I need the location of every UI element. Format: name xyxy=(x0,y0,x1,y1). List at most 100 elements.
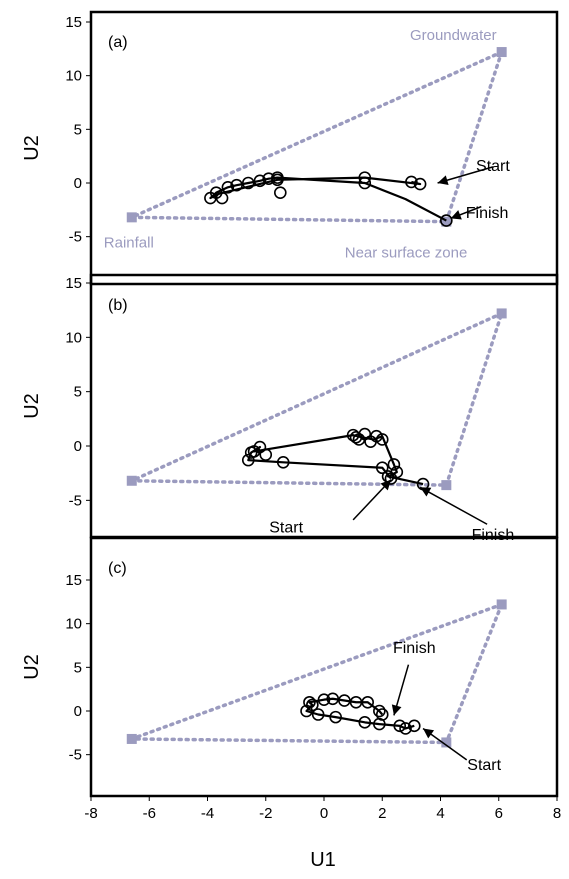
x-tick-label: -2 xyxy=(259,805,272,822)
annotation-arrow-head xyxy=(450,210,462,220)
data-point xyxy=(373,704,386,718)
annotation-label: Start xyxy=(269,520,303,537)
y-tick-label: 10 xyxy=(65,68,82,85)
x-tick-label: -6 xyxy=(143,805,156,822)
data-point xyxy=(306,698,319,712)
end-member-label: Groundwater xyxy=(410,27,497,44)
data-point xyxy=(262,172,275,186)
panel-b: -5 0 5 10 15 U2 (b) Start Finish xyxy=(21,273,559,544)
data-point xyxy=(276,455,290,469)
data-point xyxy=(407,719,421,733)
data-point xyxy=(303,695,316,709)
annotation-label: Finish xyxy=(472,527,515,544)
y-tick-label: 15 xyxy=(65,275,82,292)
y-axis-title: U2 xyxy=(21,135,43,161)
data-point xyxy=(349,431,363,444)
x-tick-label: 0 xyxy=(320,805,328,822)
data-point xyxy=(413,177,427,191)
annotation-label: Start xyxy=(467,757,501,774)
data-point xyxy=(375,708,389,721)
data-point xyxy=(358,716,372,729)
y-tick-label: 0 xyxy=(74,175,82,192)
data-point xyxy=(271,171,284,184)
panel-label: (c) xyxy=(108,560,127,577)
annotation-label: Start xyxy=(476,158,510,175)
data-point xyxy=(326,692,340,706)
y-tick-label: 10 xyxy=(65,329,82,346)
annotation-arrow-head xyxy=(380,479,391,491)
data-point xyxy=(361,695,374,709)
annotation-arrow-line xyxy=(419,486,488,525)
data-point xyxy=(311,708,325,721)
end-member-label: Rainfall xyxy=(104,234,154,251)
data-point xyxy=(399,722,412,735)
panel-c: -5 0 5 10 15 -8 -6 -4 -2 0 2 4 6 8 U2 (c) Finish Start xyxy=(21,536,561,822)
trace-line xyxy=(305,697,415,730)
data-point xyxy=(247,445,261,458)
data-point xyxy=(338,694,351,707)
x-tick-label: 2 xyxy=(378,805,386,822)
annotation-arrow-head xyxy=(437,175,449,186)
y-tick-label: 0 xyxy=(74,438,82,455)
x-tick-label: -8 xyxy=(84,805,97,822)
x-tick-label: 8 xyxy=(553,805,561,822)
plot-frame xyxy=(89,273,559,539)
x-tick-label: 4 xyxy=(436,805,444,822)
end-member-marker xyxy=(126,475,137,486)
end-member-marker xyxy=(496,599,507,610)
end-member-label: Near surface zone xyxy=(345,245,468,262)
panel-label: (b) xyxy=(108,297,128,314)
y-tick-label: 15 xyxy=(65,572,82,589)
trace-line xyxy=(209,176,447,222)
data-point xyxy=(405,175,418,189)
y-tick-label: 10 xyxy=(65,616,82,633)
end-member-marker xyxy=(441,480,452,491)
end-member-marker xyxy=(441,216,452,227)
data-point xyxy=(221,180,235,194)
panels: -5 0 5 10 15 U2 (a) Groundwater Rainfall Near sur… xyxy=(21,10,561,822)
y-tick-label: -5 xyxy=(69,747,82,764)
data-point xyxy=(358,171,372,184)
y-tick-label: 5 xyxy=(74,384,82,401)
annotation-label: Finish xyxy=(393,640,436,657)
y-tick-label: -5 xyxy=(69,229,82,246)
y-axis-title: U2 xyxy=(21,654,43,680)
annotation-arrow-head xyxy=(423,728,435,739)
x-tick-label: -4 xyxy=(201,805,214,822)
y-tick-label: 5 xyxy=(74,659,82,676)
data-point xyxy=(241,453,255,467)
data-point xyxy=(317,693,331,706)
y-tick-label: 0 xyxy=(74,703,82,720)
mixing-triangle xyxy=(131,601,505,745)
data-point xyxy=(253,174,267,188)
data-point xyxy=(387,458,401,471)
mixing-triangle xyxy=(131,48,505,224)
data-point xyxy=(375,433,389,446)
annotation-arrow-head xyxy=(420,487,432,497)
data-point xyxy=(274,186,287,199)
end-member-marker xyxy=(126,212,137,223)
x-axis-title: U1 xyxy=(310,849,336,871)
mixing-triangle xyxy=(131,310,505,487)
y-tick-label: 15 xyxy=(65,14,82,31)
data-point xyxy=(329,710,342,724)
annotation-label: Finish xyxy=(466,205,509,222)
data-point xyxy=(230,178,243,192)
annotation-arrow-head xyxy=(391,704,402,716)
data-point xyxy=(259,448,273,461)
panel-label: (a) xyxy=(108,34,128,51)
panel-a: -5 0 5 10 15 U2 (a) Groundwater Rainfall Near sur… xyxy=(21,10,559,286)
y-tick-label: 5 xyxy=(74,121,82,138)
data-point xyxy=(215,191,229,205)
end-member-marker xyxy=(496,47,507,58)
end-member-marker xyxy=(496,308,507,319)
x-tick-label: 6 xyxy=(495,805,503,822)
y-tick-label: -5 xyxy=(69,492,82,509)
end-member-marker xyxy=(126,733,137,744)
plot-frame xyxy=(89,10,559,286)
data-point xyxy=(440,214,453,227)
data-point xyxy=(375,461,389,475)
end-member-marker xyxy=(441,737,452,748)
data-point xyxy=(241,176,255,190)
